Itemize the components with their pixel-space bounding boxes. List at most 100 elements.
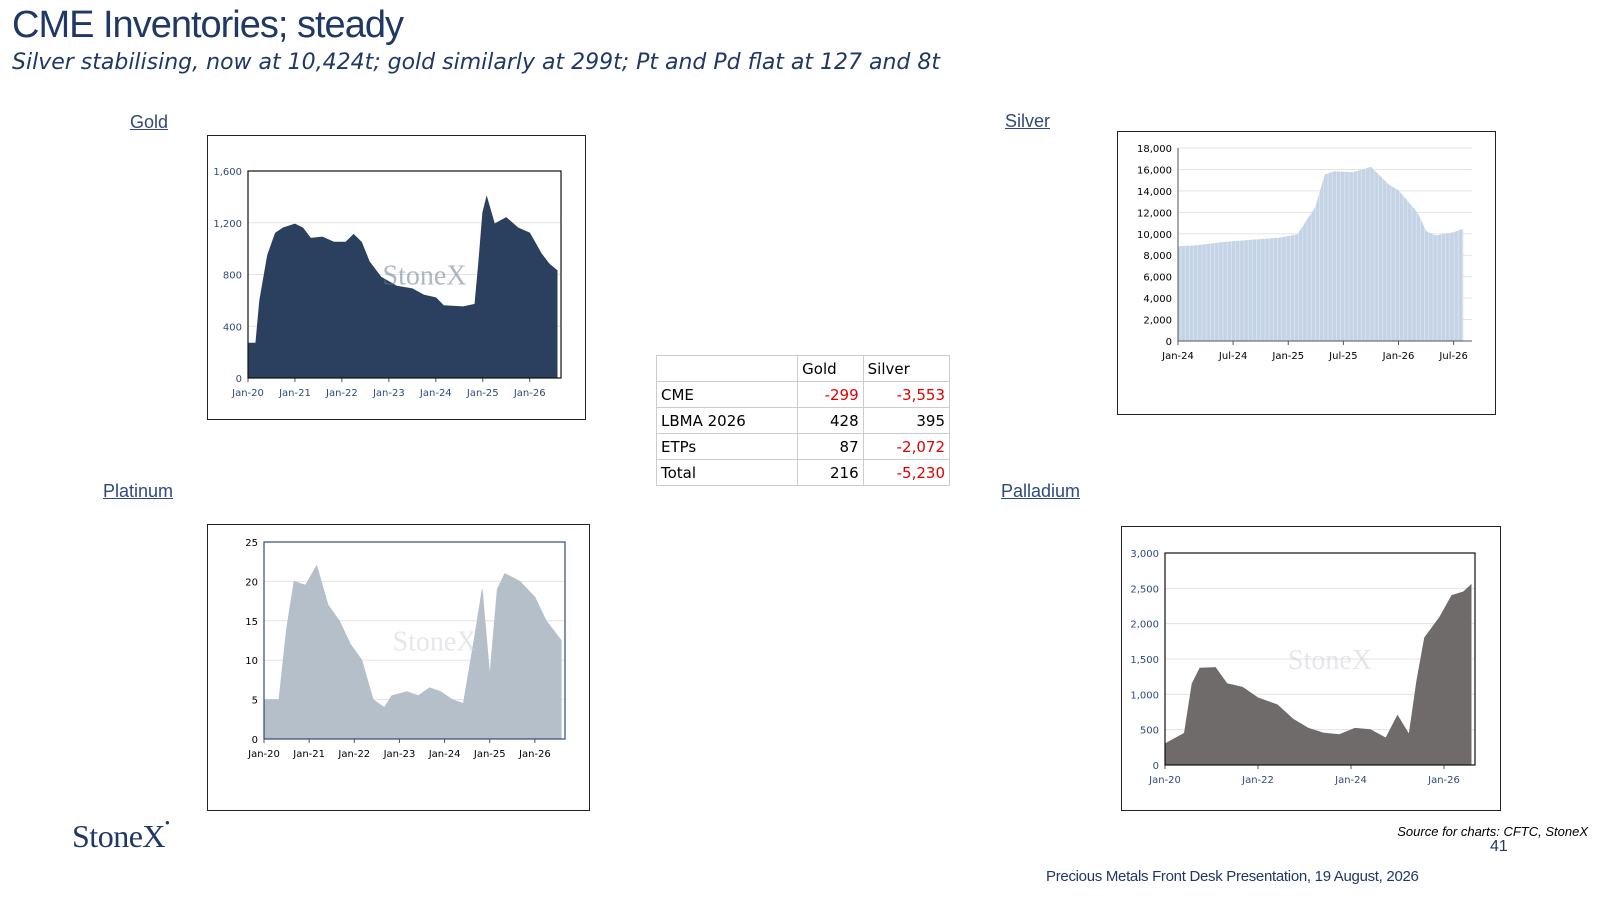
x-tick-label: Jan-26 xyxy=(1382,351,1415,362)
table-header-cell xyxy=(655,355,799,382)
stonex-logo: StoneX● xyxy=(72,818,170,855)
x-tick-label: Jan-20 xyxy=(231,388,264,399)
silver-value: 395 xyxy=(862,407,951,434)
stonex-watermark: StoneX xyxy=(393,627,477,658)
row-label: Total xyxy=(655,459,799,486)
y-tick-label: 8,000 xyxy=(1143,251,1172,262)
x-tick-label: Jan-24 xyxy=(428,749,461,760)
platinum-chart-frame: 0 5 10 15 20 25 Jan-20 Jan-21 Jan-22 Jan-23 Jan-24… xyxy=(207,524,590,811)
x-tick-label: Jan-25 xyxy=(466,388,499,399)
table-row: ETPs 87 -2,072 xyxy=(655,433,951,460)
x-tick-label: Jan-20 xyxy=(247,749,280,760)
gold-chart-frame: 0 400 800 1,200 1,600 Jan-20 Jan-21 Jan-22 Jan-2… xyxy=(207,135,586,420)
plot-border xyxy=(1164,552,1476,766)
x-tick-label: Jul-25 xyxy=(1328,351,1357,362)
page-title: CME Inventories; steady xyxy=(12,4,404,46)
x-tick-label: Jan-22 xyxy=(1241,775,1274,786)
presentation-footer: Precious Metals Front Desk Presentation,… xyxy=(1046,868,1419,885)
table-row: Total 216 -5,230 xyxy=(655,459,951,486)
x-tick-label: Jan-22 xyxy=(337,749,370,760)
silver-chart-frame: 0 2,000 4,000 6,000 8,000 10,000 12,000 14,000 1… xyxy=(1117,131,1496,415)
x-tick-label: Jan-24 xyxy=(1161,351,1194,362)
table-header-cell: Silver xyxy=(862,355,951,382)
silver-panel-label: Silver xyxy=(1005,111,1051,131)
logo-text: StoneX xyxy=(72,818,166,854)
y-tick-label: 1,000 xyxy=(1130,690,1159,701)
platinum-chart: 0 5 10 15 20 25 Jan-20 Jan-21 Jan-22 Jan-23 Jan-24… xyxy=(245,538,566,760)
platinum-inventory-series xyxy=(263,564,562,740)
y-tick-label: 0 xyxy=(252,735,258,746)
y-tick-label: 20 xyxy=(245,577,258,588)
y-tick-label: 2,000 xyxy=(1143,316,1172,327)
silver-value: -3,553 xyxy=(862,381,951,408)
table-header-cell: Gold xyxy=(797,355,864,382)
x-tick-label: Jan-25 xyxy=(473,749,506,760)
gold-value: 428 xyxy=(797,407,864,434)
x-tick-label: Jan-26 xyxy=(1427,775,1460,786)
y-tick-label: 1,200 xyxy=(213,219,242,230)
y-tick-label: 18,000 xyxy=(1137,144,1172,155)
y-tick-label: 2,000 xyxy=(1130,620,1159,631)
row-label: CME xyxy=(655,381,799,408)
x-tick-label: Jan-20 xyxy=(1148,775,1181,786)
y-tick-label: 10 xyxy=(245,656,258,667)
y-tick-label: 4,000 xyxy=(1143,294,1172,305)
palladium-chart: 0 500 1,000 1,500 2,000 2,500 3,000 Jan-20 Jan-2… xyxy=(1130,549,1476,786)
x-tick-label: Jan-25 xyxy=(1271,351,1304,362)
palladium-chart-frame: 0 500 1,000 1,500 2,000 2,500 3,000 Jan-20 Jan-2… xyxy=(1121,526,1501,811)
y-tick-label: 10,000 xyxy=(1137,230,1172,241)
y-tick-label: 500 xyxy=(1140,726,1159,737)
gold-panel-label: Gold xyxy=(130,112,169,132)
palladium-inventory-series xyxy=(1164,583,1472,766)
y-tick-label: 800 xyxy=(223,271,242,282)
silver-value: -5,230 xyxy=(862,459,951,486)
row-label: LBMA 2026 xyxy=(655,407,799,434)
platinum-panel-label: Platinum xyxy=(103,481,174,501)
chart-source-note: Source for charts: CFTC, StoneX xyxy=(1397,824,1588,839)
gold-value: -299 xyxy=(797,381,864,408)
gold-chart: 0 400 800 1,200 1,600 Jan-20 Jan-21 Jan-22 Jan-2… xyxy=(213,167,562,399)
x-tick-label: Jul-26 xyxy=(1438,351,1467,362)
silver-value: -2,072 xyxy=(862,433,951,460)
y-tick-label: 2,500 xyxy=(1130,584,1159,595)
gold-inventory-series xyxy=(247,195,558,379)
registered-mark-icon: ● xyxy=(165,818,170,827)
inventory-change-table: Gold Silver CME -299 -3,553 LBMA 2026 42… xyxy=(655,355,951,486)
x-tick-label: Jan-26 xyxy=(518,749,551,760)
silver-inventory-series xyxy=(1177,166,1464,342)
y-tick-label: 1,600 xyxy=(213,167,242,178)
y-tick-label: 12,000 xyxy=(1137,208,1172,219)
page-subtitle: Silver stabilising, now at 10,424t; gold… xyxy=(12,50,941,75)
y-tick-label: 0 xyxy=(1166,337,1172,348)
table-row: LBMA 2026 428 395 xyxy=(655,407,951,434)
table-header-row: Gold Silver xyxy=(655,355,951,382)
y-tick-label: 6,000 xyxy=(1143,273,1172,284)
x-tick-label: Jan-21 xyxy=(278,388,311,399)
y-tick-label: 0 xyxy=(236,374,242,385)
stonex-watermark: StoneX xyxy=(383,261,467,292)
plot-border xyxy=(247,170,562,379)
y-tick-label: 400 xyxy=(223,322,242,333)
y-tick-label: 1,500 xyxy=(1130,655,1159,666)
x-tick-label: Jul-24 xyxy=(1218,351,1247,362)
y-tick-label: 15 xyxy=(245,617,258,628)
x-tick-label: Jan-21 xyxy=(292,749,325,760)
y-tick-label: 0 xyxy=(1153,761,1159,772)
x-tick-label: Jan-23 xyxy=(372,388,405,399)
y-tick-label: 3,000 xyxy=(1130,549,1159,560)
x-tick-label: Jan-24 xyxy=(1334,775,1367,786)
page-number: 41 xyxy=(1490,838,1508,855)
table-row: CME -299 -3,553 xyxy=(655,381,951,408)
y-tick-label: 25 xyxy=(245,538,258,549)
gold-value: 87 xyxy=(797,433,864,460)
x-tick-label: Jan-23 xyxy=(383,749,416,760)
y-tick-label: 14,000 xyxy=(1137,187,1172,198)
stonex-watermark: StoneX xyxy=(1288,645,1372,676)
y-tick-label: 5 xyxy=(252,696,258,707)
palladium-panel-label: Palladium xyxy=(1001,481,1081,501)
plot-border xyxy=(263,541,566,740)
silver-chart: 0 2,000 4,000 6,000 8,000 10,000 12,000 14,000 1… xyxy=(1137,144,1472,362)
x-tick-label: Jan-26 xyxy=(513,388,546,399)
y-tick-label: 16,000 xyxy=(1137,165,1172,176)
gold-value: 216 xyxy=(797,459,864,486)
